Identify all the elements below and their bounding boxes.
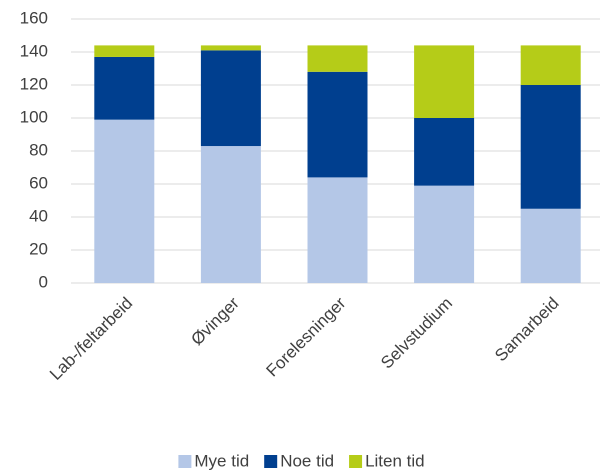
bar-segment bbox=[200, 50, 261, 147]
bar-segment bbox=[520, 45, 581, 85]
x-tick-label: Lab-/feltarbeid bbox=[46, 294, 136, 384]
bar-segment bbox=[307, 45, 368, 72]
bar-segment bbox=[414, 118, 475, 186]
bar-segment bbox=[94, 119, 155, 284]
x-tick-label: Samarbeid bbox=[491, 294, 563, 366]
legend-swatch bbox=[178, 455, 192, 468]
legend-label: Noe tid bbox=[280, 451, 334, 470]
legend-swatch bbox=[349, 455, 363, 468]
y-tick-label: 40 bbox=[29, 206, 48, 225]
bar-segment bbox=[414, 185, 475, 283]
bar-segment bbox=[200, 45, 261, 51]
y-tick-label: 120 bbox=[20, 74, 48, 93]
legend-label: Liten tid bbox=[365, 451, 425, 470]
bar-segment bbox=[94, 56, 155, 120]
y-tick-label: 80 bbox=[29, 140, 48, 159]
bar-segment bbox=[307, 177, 368, 283]
y-tick-label: 100 bbox=[20, 107, 48, 126]
legend: Mye tid Noe tid Liten tid bbox=[178, 451, 425, 470]
y-tick-label: 160 bbox=[20, 8, 48, 27]
legend-swatch bbox=[264, 455, 278, 468]
bar-segment bbox=[307, 71, 368, 178]
bar-segment bbox=[94, 45, 155, 57]
x-tick-label: Forelesninger bbox=[263, 293, 350, 380]
bar-segment bbox=[520, 208, 581, 283]
x-tick-label: Selvstudium bbox=[377, 294, 456, 373]
legend-label: Mye tid bbox=[194, 451, 249, 470]
y-tick-label: 140 bbox=[20, 41, 48, 60]
y-tick-label: 60 bbox=[29, 173, 48, 192]
y-tick-label: 0 bbox=[39, 272, 48, 291]
bar-segment bbox=[414, 45, 475, 118]
y-tick-label: 20 bbox=[29, 239, 48, 258]
x-tick-label: Øvinger bbox=[187, 293, 243, 349]
bar-segment bbox=[520, 85, 581, 209]
bar-segment bbox=[200, 146, 261, 283]
